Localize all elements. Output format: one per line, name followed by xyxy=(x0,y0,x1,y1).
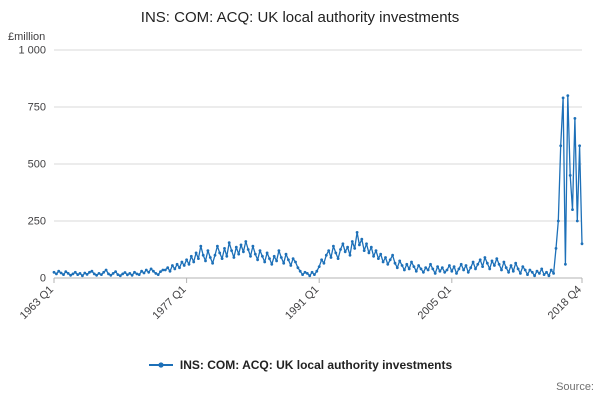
legend: INS: COM: ACQ: UK local authority invest… xyxy=(0,358,600,372)
legend-line-icon xyxy=(148,360,174,370)
svg-text:1 000: 1 000 xyxy=(18,45,46,57)
svg-text:1991 Q1: 1991 Q1 xyxy=(283,284,321,322)
source-label: Source: xyxy=(556,381,594,393)
svg-text:750: 750 xyxy=(28,102,46,114)
svg-text:250: 250 xyxy=(28,216,46,228)
svg-text:2005 Q1: 2005 Q1 xyxy=(416,284,454,322)
svg-text:1963 Q1: 1963 Q1 xyxy=(18,284,56,322)
legend-label: INS: COM: ACQ: UK local authority invest… xyxy=(179,358,453,372)
svg-text:0: 0 xyxy=(40,273,46,285)
page-title: INS: COM: ACQ: UK local authority invest… xyxy=(140,9,460,26)
y-axis-unit-label: £million xyxy=(8,31,46,43)
line-chart: 0 250 500 750 1 000 1963 Q1 1977 Q1 1991 Q1 2005… xyxy=(18,45,584,322)
svg-text:500: 500 xyxy=(28,159,46,171)
svg-text:1977 Q1: 1977 Q1 xyxy=(150,284,188,322)
svg-text:2018 Q4: 2018 Q4 xyxy=(546,284,584,322)
